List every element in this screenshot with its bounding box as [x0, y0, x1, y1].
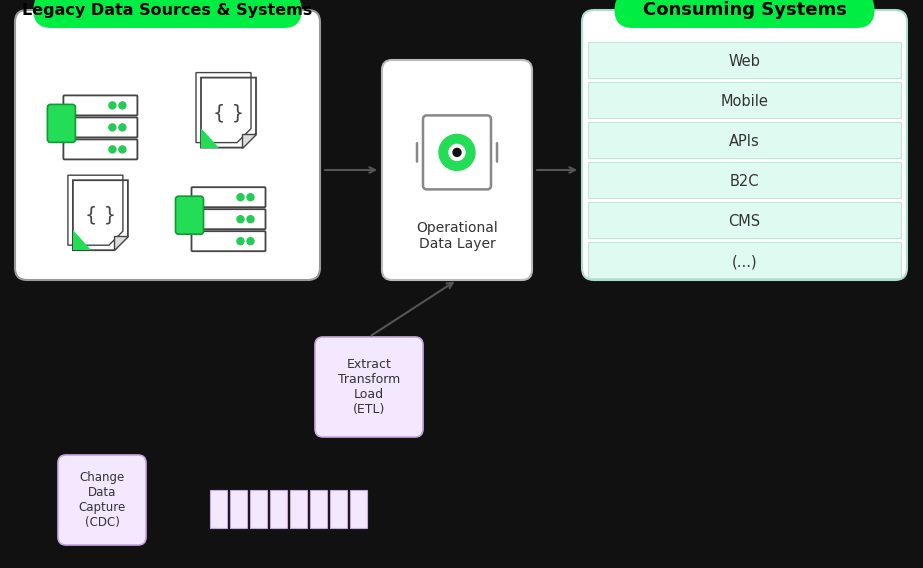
FancyBboxPatch shape: [315, 337, 423, 437]
Circle shape: [439, 135, 475, 170]
Text: Operational
Data Layer: Operational Data Layer: [416, 221, 497, 251]
Circle shape: [109, 102, 116, 109]
FancyBboxPatch shape: [33, 0, 302, 28]
Circle shape: [449, 144, 465, 160]
Text: APIs: APIs: [729, 135, 760, 149]
Text: Mobile: Mobile: [721, 94, 769, 110]
FancyBboxPatch shape: [15, 10, 320, 280]
Circle shape: [109, 146, 116, 153]
Bar: [588, 82, 901, 118]
Polygon shape: [242, 133, 256, 148]
Bar: [350, 490, 367, 528]
Polygon shape: [201, 128, 219, 148]
Text: Change
Data
Capture
(CDC): Change Data Capture (CDC): [78, 471, 126, 529]
Text: CMS: CMS: [728, 215, 761, 229]
FancyBboxPatch shape: [58, 455, 146, 545]
Text: { }: { }: [85, 206, 116, 225]
Bar: [588, 122, 901, 158]
Circle shape: [109, 124, 116, 131]
Bar: [588, 42, 901, 78]
FancyBboxPatch shape: [382, 60, 532, 280]
Bar: [588, 162, 901, 198]
Circle shape: [237, 194, 244, 201]
Text: (...): (...): [732, 254, 757, 269]
Bar: [230, 490, 247, 528]
Bar: [210, 490, 227, 528]
Text: Web: Web: [728, 55, 761, 69]
Circle shape: [119, 146, 126, 153]
Circle shape: [119, 124, 126, 131]
Bar: [330, 490, 347, 528]
Polygon shape: [73, 230, 90, 250]
Circle shape: [119, 102, 126, 109]
Text: B2C: B2C: [730, 174, 760, 190]
FancyBboxPatch shape: [47, 105, 76, 143]
Circle shape: [247, 216, 254, 223]
Bar: [250, 490, 267, 528]
Text: Extract
Transform
Load
(ETL): Extract Transform Load (ETL): [338, 358, 401, 416]
FancyBboxPatch shape: [175, 196, 203, 234]
Text: { }: { }: [213, 103, 244, 122]
Circle shape: [453, 148, 461, 156]
Bar: [588, 202, 901, 238]
Circle shape: [247, 194, 254, 201]
Text: Legacy Data Sources & Systems: Legacy Data Sources & Systems: [22, 2, 313, 18]
Text: Consuming Systems: Consuming Systems: [642, 1, 846, 19]
Circle shape: [247, 237, 254, 245]
Bar: [310, 490, 327, 528]
FancyBboxPatch shape: [615, 0, 874, 28]
Bar: [290, 490, 307, 528]
FancyBboxPatch shape: [582, 10, 907, 280]
Polygon shape: [114, 236, 128, 250]
Bar: [270, 490, 287, 528]
Bar: [588, 242, 901, 278]
Circle shape: [237, 216, 244, 223]
Circle shape: [237, 237, 244, 245]
